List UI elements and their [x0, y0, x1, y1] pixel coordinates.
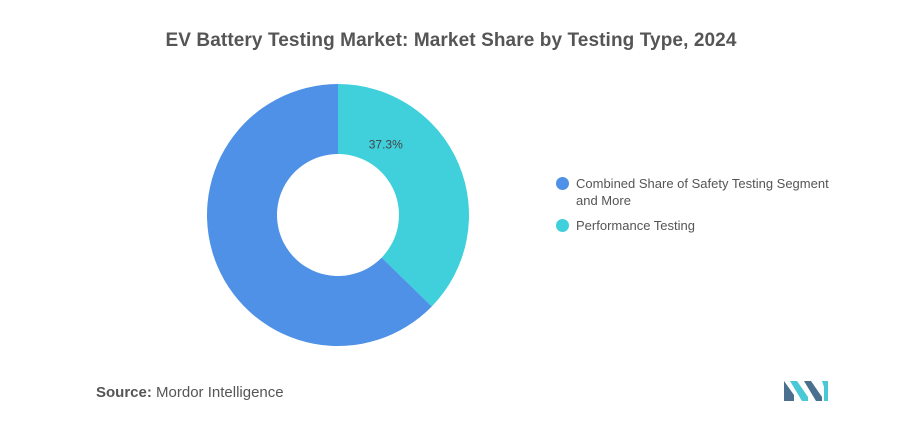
- slice-data-label: 37.3%: [369, 137, 403, 151]
- source-key: Source:: [96, 384, 152, 401]
- legend-label: Combined Share of Safety Testing Segment…: [576, 176, 829, 208]
- pie-slice-1: [338, 84, 469, 307]
- logo-mark-right: [804, 381, 822, 401]
- logo-mark-end: [822, 381, 828, 401]
- source-value: Mordor Intelligence: [156, 384, 284, 401]
- legend-label: Performance Testing: [576, 218, 695, 233]
- logo-mark-left: [784, 381, 794, 401]
- legend-swatch: [556, 219, 569, 232]
- chart-title: EV Battery Testing Market: Market Share …: [165, 30, 737, 51]
- mordor-intelligence-logo-icon: [784, 381, 828, 401]
- legend-item-2: Performance Testing: [556, 217, 856, 234]
- pie-slice-2: [206, 84, 432, 346]
- legend-swatch: [556, 177, 569, 190]
- legend-item-1: Combined Share of Safety Testing Segment…: [556, 175, 856, 209]
- logo-mark-mid: [790, 381, 808, 401]
- chart-legend: Combined Share of Safety Testing Segment…: [556, 175, 856, 242]
- source-note: Source: Mordor Intelligence: [96, 384, 284, 401]
